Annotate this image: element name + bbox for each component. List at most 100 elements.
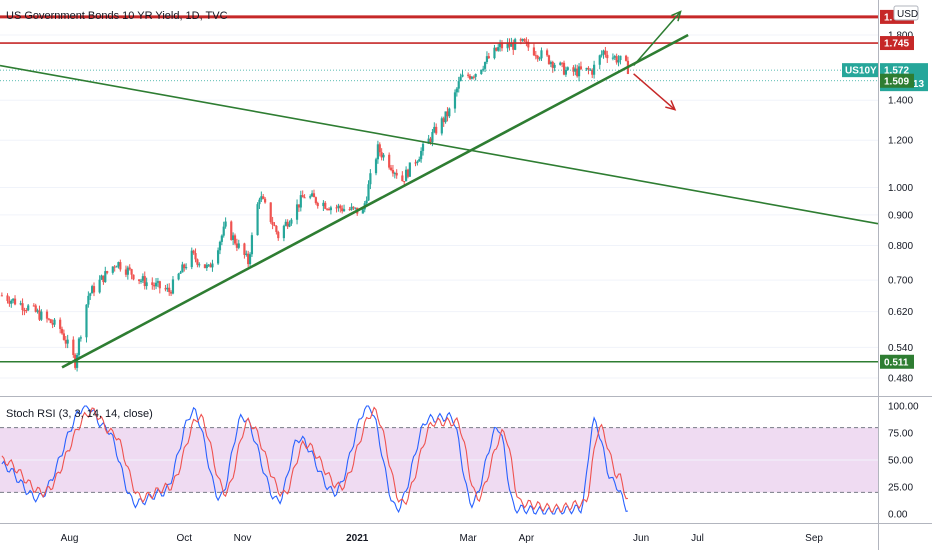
candle-body[interactable]: [247, 253, 250, 265]
candle-body[interactable]: [130, 269, 133, 275]
candle-body[interactable]: [192, 250, 195, 254]
candle-body[interactable]: [519, 39, 522, 41]
candle-body[interactable]: [401, 175, 404, 182]
candle-body[interactable]: [329, 207, 332, 211]
candle-body[interactable]: [440, 118, 443, 134]
candle-body[interactable]: [414, 162, 417, 164]
candle-body[interactable]: [59, 319, 62, 329]
candle-body[interactable]: [367, 184, 370, 201]
candle-body[interactable]: [53, 319, 56, 325]
candle-body[interactable]: [299, 195, 302, 208]
candle-body[interactable]: [297, 204, 301, 208]
candle-body[interactable]: [365, 200, 368, 204]
candle-body[interactable]: [262, 196, 265, 199]
candle-body[interactable]: [62, 333, 66, 340]
candle-body[interactable]: [561, 62, 564, 64]
candle-body[interactable]: [230, 221, 233, 240]
candle-body[interactable]: [0, 295, 3, 297]
candle-body[interactable]: [196, 259, 199, 265]
candle-body[interactable]: [461, 74, 464, 77]
candle-body[interactable]: [198, 264, 201, 266]
candle-body[interactable]: [269, 202, 272, 222]
candle-body[interactable]: [352, 206, 355, 208]
candle-body[interactable]: [378, 144, 381, 153]
candle-body[interactable]: [153, 285, 156, 287]
candle-body[interactable]: [258, 199, 261, 205]
candle-body[interactable]: [171, 279, 175, 294]
candle-body[interactable]: [312, 193, 316, 198]
candle-body[interactable]: [25, 310, 28, 312]
candle-body[interactable]: [495, 47, 498, 51]
candle-body[interactable]: [21, 303, 24, 311]
candle-body[interactable]: [527, 41, 530, 48]
candle-body[interactable]: [66, 339, 69, 344]
candle-body[interactable]: [538, 58, 541, 60]
candle-body[interactable]: [404, 169, 408, 182]
candle-body[interactable]: [207, 264, 210, 266]
candle-body[interactable]: [89, 293, 92, 296]
candle-body[interactable]: [474, 74, 477, 77]
candle-body[interactable]: [179, 272, 182, 274]
candle-body[interactable]: [453, 92, 457, 109]
candle-body[interactable]: [309, 196, 312, 198]
candle-body[interactable]: [408, 162, 411, 177]
candle-body[interactable]: [286, 221, 289, 227]
candle-body[interactable]: [598, 55, 601, 65]
candle-body[interactable]: [510, 42, 513, 47]
candle-body[interactable]: [455, 88, 458, 93]
candle-body[interactable]: [493, 47, 496, 59]
candle-body[interactable]: [617, 60, 620, 63]
candle-body[interactable]: [181, 264, 184, 273]
candle-body[interactable]: [585, 67, 588, 70]
candle-body[interactable]: [156, 281, 160, 283]
candle-body[interactable]: [547, 55, 551, 65]
candle-body[interactable]: [500, 43, 504, 49]
candle-body[interactable]: [382, 154, 385, 158]
candle-body[interactable]: [324, 202, 327, 209]
candle-body[interactable]: [27, 305, 30, 311]
candle-body[interactable]: [562, 62, 566, 75]
candle-body[interactable]: [427, 138, 430, 144]
candle-body[interactable]: [151, 282, 154, 286]
candle-body[interactable]: [8, 300, 11, 304]
candle-body[interactable]: [72, 339, 75, 355]
candle-body[interactable]: [166, 287, 169, 290]
candle-body[interactable]: [19, 303, 22, 305]
candle-body[interactable]: [314, 197, 317, 204]
candle-body[interactable]: [194, 253, 197, 260]
candle-body[interactable]: [435, 126, 438, 134]
candle-body[interactable]: [403, 181, 406, 183]
candle-body[interactable]: [284, 221, 287, 226]
candle-body[interactable]: [34, 305, 37, 312]
candle-body[interactable]: [138, 279, 141, 281]
candle-body[interactable]: [431, 132, 434, 143]
candle-body[interactable]: [47, 318, 50, 320]
candle-body[interactable]: [619, 55, 622, 61]
candle-body[interactable]: [327, 208, 331, 211]
candle-body[interactable]: [143, 276, 146, 287]
candle-body[interactable]: [342, 209, 346, 212]
candle-body[interactable]: [158, 281, 161, 289]
candle-body[interactable]: [534, 55, 537, 57]
candle-body[interactable]: [104, 271, 107, 283]
candle-body[interactable]: [222, 226, 225, 236]
candle-body[interactable]: [442, 118, 445, 123]
candle-body[interactable]: [416, 161, 419, 164]
price-pane[interactable]: [0, 10, 879, 379]
candle-body[interactable]: [485, 56, 489, 62]
candle-body[interactable]: [602, 50, 605, 55]
candle-body[interactable]: [271, 221, 274, 225]
candle-body[interactable]: [36, 310, 39, 312]
candle-body[interactable]: [337, 205, 340, 208]
candle-body[interactable]: [290, 219, 293, 224]
candle-body[interactable]: [275, 225, 278, 232]
candle-body[interactable]: [482, 68, 485, 70]
candle-body[interactable]: [420, 150, 423, 160]
candle-body[interactable]: [164, 288, 167, 290]
candle-body[interactable]: [23, 310, 26, 312]
candle-body[interactable]: [124, 269, 128, 275]
candle-body[interactable]: [92, 286, 96, 293]
candle-body[interactable]: [224, 221, 227, 227]
candle-body[interactable]: [624, 55, 628, 61]
candle-body[interactable]: [10, 300, 13, 304]
